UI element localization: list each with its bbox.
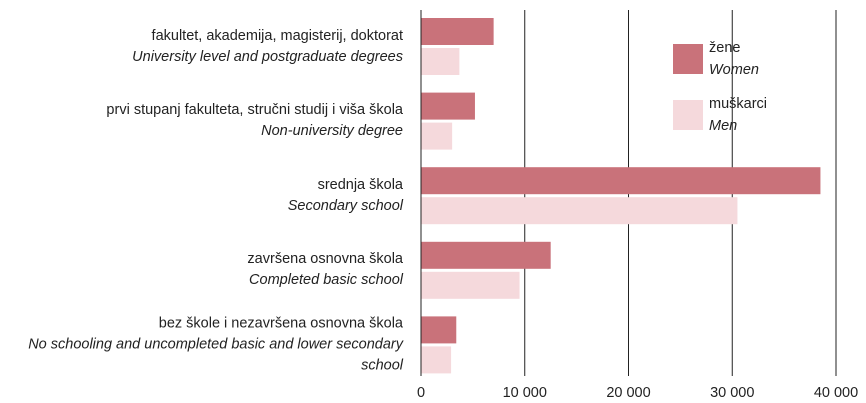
category-label-en: Secondary school [287,197,403,214]
bar [421,271,520,299]
legend-label: muškarci [709,96,767,112]
category-label-en: No schooling and uncompleted basic and l… [28,336,403,374]
bar [421,48,460,75]
legend-label: žene [709,40,740,56]
legend-label-en: Women [709,62,759,78]
bar [421,197,738,225]
category-label-hr: srednja škola [317,176,403,193]
category-label: bez škole i nezavršena osnovna škola No s… [0,313,403,376]
legend-label-en: Men [709,118,737,134]
category-label: srednja škola Secondary school [0,175,403,217]
category-label: fakultet, akademija, magisterij, doktora… [0,26,403,68]
legend-swatch [673,44,703,74]
category-label: završena osnovna škola Completed basic sc… [0,249,403,291]
bar [421,18,494,45]
bar [421,346,452,374]
bar [421,241,551,269]
bar [421,316,457,344]
bar [421,122,453,150]
category-label-hr: fakultet, akademija, magisterij, doktora… [151,27,403,44]
legend-swatch [673,100,703,130]
category-label-en: University level and postgraduate degree… [132,48,403,65]
bar [421,167,821,195]
x-tick-label: 0 [417,385,425,401]
x-tick-label: 30 000 [710,385,754,401]
category-label-en: Completed basic school [249,272,403,289]
category-label-hr: prvi stupanj fakulteta, stručni studij i… [106,102,403,119]
category-label-hr: bez škole i nezavršena osnovna škola [158,315,403,332]
x-tick-label: 40 000 [814,385,858,401]
category-label: prvi stupanj fakulteta, stručni studij i… [0,100,403,142]
category-label-en: Non-university degree [261,123,403,140]
x-tick-label: 20 000 [606,385,650,401]
x-tick-label: 10 000 [503,385,547,401]
bar [421,92,475,120]
category-label-hr: završena osnovna škola [247,251,403,268]
